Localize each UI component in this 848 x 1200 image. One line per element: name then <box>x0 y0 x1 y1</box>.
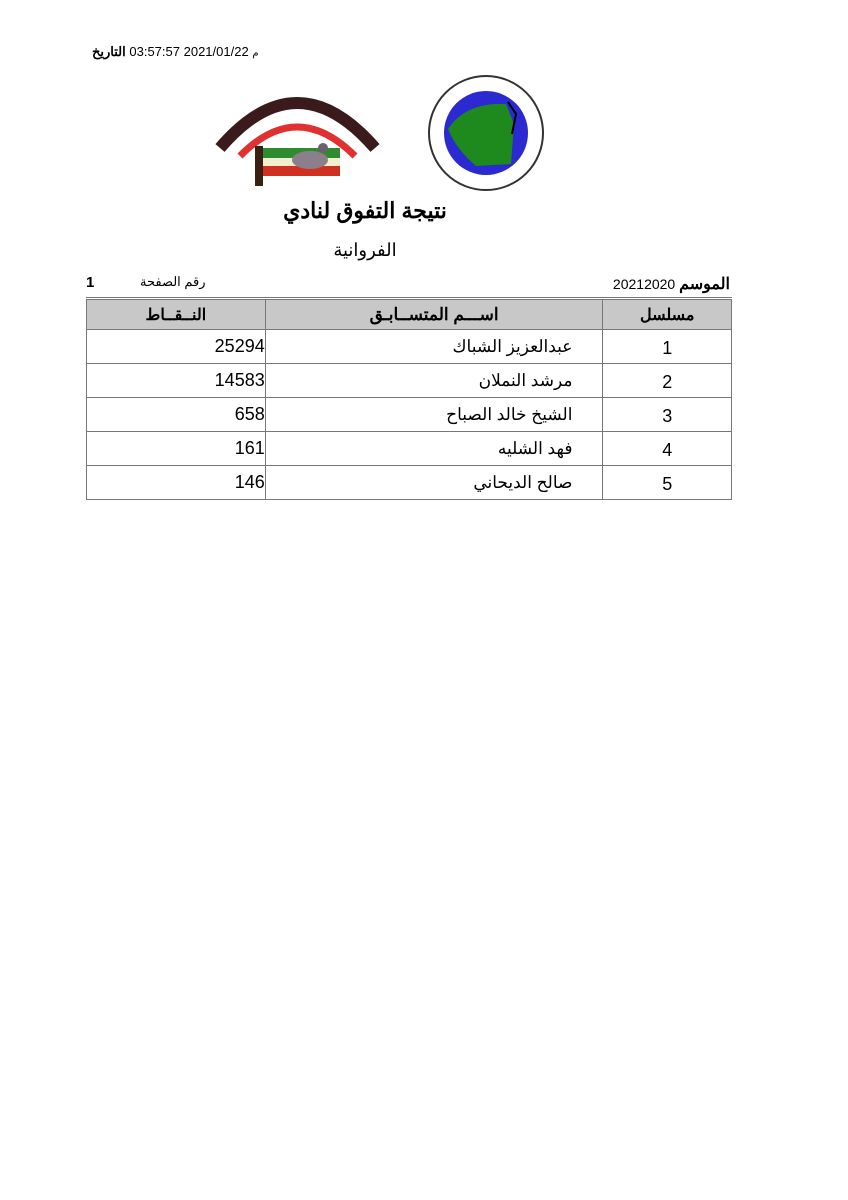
cell-serial: 1 <box>602 329 732 364</box>
cell-points: 658 <box>86 397 266 432</box>
club-name: الفروانية <box>333 240 397 260</box>
cell-points: 25294 <box>86 329 266 364</box>
results-table: مسلسل اســـم المتســابـق النــقــاط 1 عبد… <box>86 297 732 500</box>
table-row: 5 صالح الديحاني 146 <box>86 465 732 500</box>
cell-serial: 3 <box>602 397 732 432</box>
date-value: 2021/01/22 03:57:57 <box>129 44 249 59</box>
table-row: 4 فهد الشليه 161 <box>86 431 732 466</box>
date-suffix: م <box>252 48 259 59</box>
cell-points-value: 146 <box>234 472 265 492</box>
season-label: الموسم <box>679 276 730 293</box>
season: الموسم 20212020 <box>613 274 730 294</box>
cell-points: 146 <box>86 465 266 500</box>
cell-name: فهد الشليه <box>264 431 604 466</box>
season-value: 20212020 <box>612 276 676 292</box>
cell-points: 14583 <box>86 363 266 398</box>
header-serial: مسلسل <box>602 297 732 330</box>
cell-serial: 2 <box>602 363 732 398</box>
header-points: النــقــاط <box>86 297 266 330</box>
table-header-row: مسلسل اســـم المتســابـق النــقــاط <box>86 297 732 330</box>
federation-logo <box>428 75 544 191</box>
cell-points: 161 <box>86 431 266 466</box>
cell-name: مرشد النملان <box>264 363 604 398</box>
table-row: 2 مرشد النملان 14583 <box>86 363 732 398</box>
cell-points-value: 658 <box>234 404 265 424</box>
cell-name: صالح الديحاني <box>264 465 604 500</box>
cell-serial: 4 <box>602 431 732 466</box>
header-name: اســـم المتســابـق <box>264 297 604 330</box>
cell-serial: 5 <box>602 465 732 500</box>
date-label: التاريخ <box>92 44 126 59</box>
club-logo <box>215 97 380 186</box>
page-number: 1 رقم الصفحة <box>86 274 206 291</box>
cell-points-value: 14583 <box>214 370 265 390</box>
page-title: نتيجة التفوق لنادي <box>283 198 447 223</box>
cell-points-value: 161 <box>234 438 265 458</box>
cell-name: عبدالعزيز الشباك <box>264 329 604 364</box>
table-row: 1 عبدالعزيز الشباك 25294 <box>86 329 732 364</box>
page-number-label: رقم الصفحة <box>140 274 206 289</box>
cell-name: الشيخ خالد الصباح <box>264 397 604 432</box>
print-date: م 2021/01/22 03:57:57 التاريخ <box>80 44 259 60</box>
table-row: 3 الشيخ خالد الصباح 658 <box>86 397 732 432</box>
page-number-value: 1 <box>86 274 95 291</box>
cell-points-value: 25294 <box>214 336 265 356</box>
